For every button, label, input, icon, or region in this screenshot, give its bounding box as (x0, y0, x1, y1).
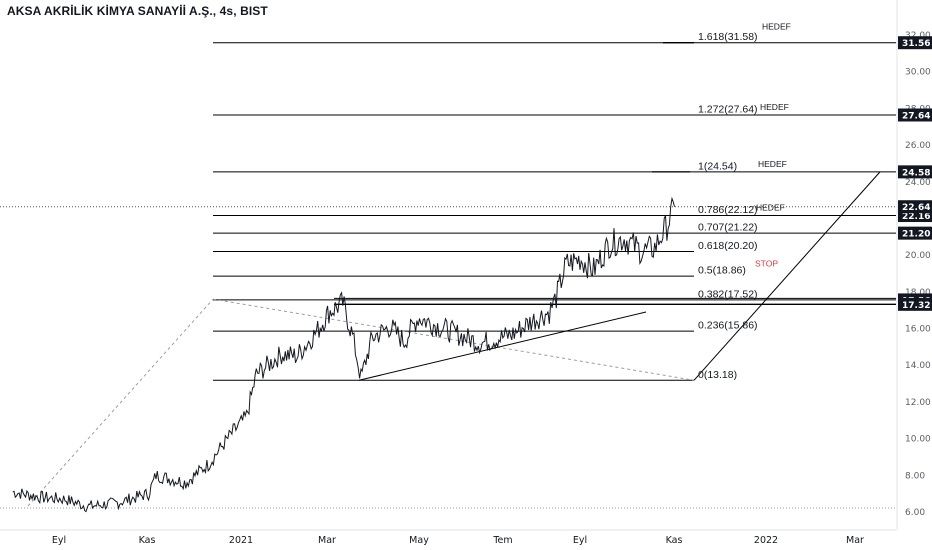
price-tag-bg (898, 36, 932, 50)
x-tick-label: Kas (139, 535, 156, 546)
fib-level-label: 0.707(21.22) (698, 222, 758, 234)
fib-level-label: 1.618(31.58) (698, 31, 758, 43)
x-tick-label: 2021 (229, 535, 253, 546)
y-tick-label: 26.00 (905, 141, 931, 151)
y-tick-label: 24.00 (905, 178, 931, 188)
swing-dashed-line (212, 298, 695, 381)
price-tag: 21.20 (902, 230, 930, 240)
fib-level-label: 0.5(18.86) (698, 265, 746, 277)
y-tick-label: 8.00 (905, 471, 925, 481)
y-tick-label: 10.00 (905, 435, 931, 445)
fib-level-label: 1(24.54) (698, 160, 737, 172)
y-tick-label: 14.00 (905, 361, 931, 371)
fib-level-label: 0.382(17.52) (698, 288, 758, 300)
fib-level-label: 0.236(15.86) (698, 320, 758, 332)
target-note: HEDEF (756, 203, 785, 213)
fib-level-label: 0(13.18) (698, 369, 737, 381)
price-tag: 17.32 (902, 301, 930, 311)
price-series-line (12, 196, 675, 513)
target-note: HEDEF (762, 22, 791, 32)
fib-level-label: 0.618(20.20) (698, 240, 758, 252)
x-tick-label: May (409, 535, 429, 546)
current-price-tag: 22.64 (902, 203, 930, 213)
price-tag: 24.58 (902, 168, 930, 178)
price-tag-bg (898, 297, 932, 311)
x-tick-label: 2022 (754, 535, 778, 546)
x-tick-label: Mar (846, 535, 864, 546)
y-tick-label: 6.00 (905, 508, 925, 518)
target-note: HEDEF (760, 102, 789, 112)
swing-dashed-line (27, 298, 214, 507)
price-tag: 22.16 (902, 212, 930, 222)
price-tag-bg (898, 165, 932, 179)
chart-title: AKSA AKRİLİK KİMYA SANAYİİ A.Ş., 4s, BIS… (7, 4, 268, 18)
fib-level-label: 1.272(27.64) (698, 103, 758, 115)
target-note: HEDEF (758, 159, 787, 169)
y-tick-label: 16.00 (905, 325, 931, 335)
x-tick-label: Eyl (573, 535, 587, 546)
projection-line (693, 171, 881, 381)
fib-level-label: 0.786(22.12) (698, 204, 758, 216)
x-tick-label: Tem (492, 535, 512, 546)
stop-label: STOP (755, 258, 778, 268)
price-tag-bg (898, 108, 932, 122)
x-tick-label: Kas (666, 535, 683, 546)
y-tick-label: 30.00 (905, 68, 931, 78)
y-tick-label: 12.00 (905, 398, 931, 408)
support-trendline (358, 311, 647, 381)
y-tick-label: 20.00 (905, 251, 931, 261)
current-price-tag-bg (898, 200, 932, 214)
x-tick-label: Mar (318, 535, 336, 546)
price-tag-bg (898, 226, 932, 240)
price-tag: 31.56 (902, 39, 930, 49)
x-tick-label: Eyl (52, 535, 66, 546)
price-tag: 27.64 (902, 111, 930, 121)
y-tick-label: 18.00 (905, 288, 931, 298)
y-tick-label: 32.00 (905, 31, 931, 41)
